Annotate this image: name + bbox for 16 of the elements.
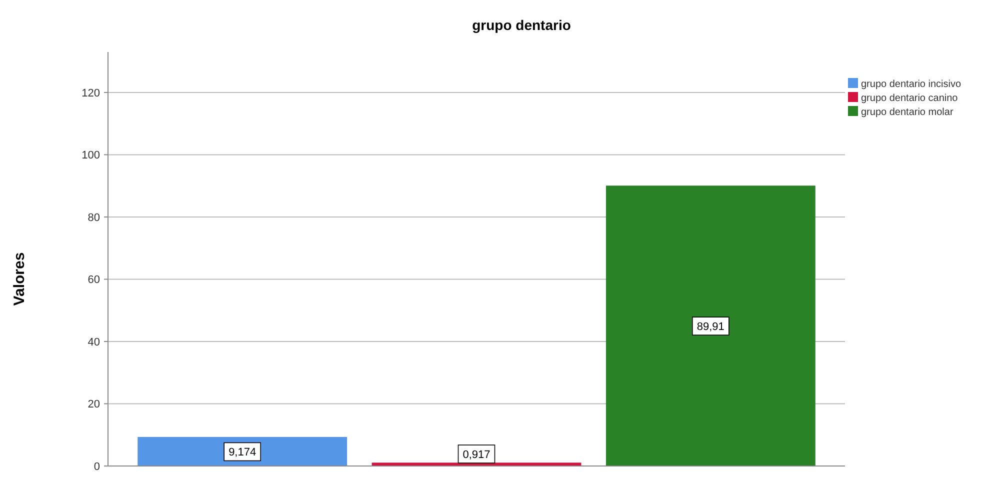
y-tick-label: 80 xyxy=(88,212,100,224)
y-tick-label: 120 xyxy=(82,87,100,100)
y-tick-label: 0 xyxy=(94,461,100,473)
bar xyxy=(606,186,816,466)
data-label: 0,917 xyxy=(462,449,490,461)
chart-title: grupo dentario xyxy=(472,17,571,33)
data-label: 89,91 xyxy=(696,321,724,334)
y-tick-label: 100 xyxy=(82,150,100,162)
y-tick-label: 60 xyxy=(88,274,100,286)
y-tick-label: 40 xyxy=(88,336,100,348)
legend-label: grupo dentario incisivo xyxy=(861,79,962,90)
y-tick-label: 20 xyxy=(88,398,100,411)
legend-label: grupo dentario canino xyxy=(861,93,958,104)
legend-label: grupo dentario molar xyxy=(861,107,954,118)
y-axis-title: Valores xyxy=(11,252,28,306)
data-label: 9,174 xyxy=(228,446,256,459)
